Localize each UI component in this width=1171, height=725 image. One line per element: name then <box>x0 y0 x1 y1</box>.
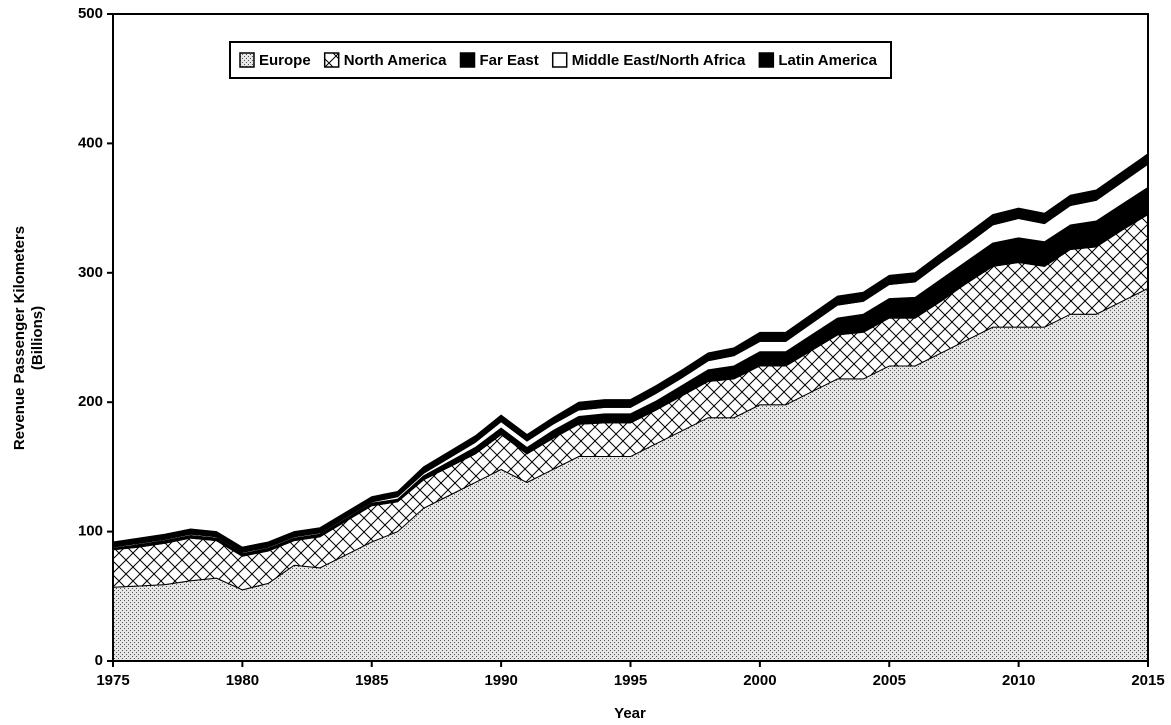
y-tick-label: 0 <box>95 652 103 669</box>
y-tick-label: 300 <box>78 264 103 281</box>
x-tick-label: 1990 <box>484 672 517 689</box>
legend-label: Far East <box>480 52 539 69</box>
y-tick-label: 400 <box>78 134 103 151</box>
x-tick-label: 1995 <box>614 672 647 689</box>
x-tick-label: 2000 <box>743 672 776 689</box>
legend-frame <box>229 41 892 79</box>
y-axis-label: (Billions) <box>29 306 46 370</box>
y-tick-label: 100 <box>78 523 103 540</box>
x-tick-label: 1985 <box>355 672 388 689</box>
x-axis-label: Year <box>614 705 646 722</box>
x-tick-label: 2015 <box>1131 672 1164 689</box>
legend-label: Latin America <box>778 52 877 69</box>
legend-label: Middle East/North Africa <box>572 52 746 69</box>
legend-swatch <box>551 52 568 68</box>
legend: Europe North America Far East Middle East/N… <box>229 41 892 79</box>
legend-swatch <box>323 52 340 68</box>
y-tick-label: 200 <box>78 393 103 410</box>
x-tick-label: 2005 <box>873 672 906 689</box>
area <box>112 287 1149 662</box>
legend-swatch <box>239 52 255 68</box>
y-tick-label: 500 <box>78 5 103 22</box>
legend-label: Europe <box>259 52 311 69</box>
x-tick-label: 2010 <box>1002 672 1035 689</box>
legend-swatch <box>459 52 476 68</box>
x-tick-label: 1980 <box>226 672 259 689</box>
y-axis-label: Revenue Passenger Kilometers <box>11 226 28 450</box>
x-tick-label: 1975 <box>96 672 129 689</box>
legend-swatch <box>758 52 775 68</box>
legend-label: North America <box>344 52 447 69</box>
